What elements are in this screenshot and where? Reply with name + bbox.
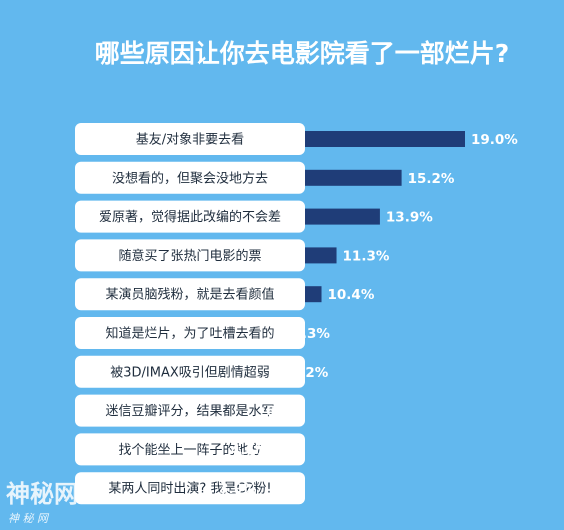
value-label: 8.3% bbox=[292, 326, 330, 342]
watermark-main: 神秘网 bbox=[6, 480, 78, 508]
category-label: 迷信豆瓣评分，结果都是水军 bbox=[105, 404, 274, 419]
category-label-box bbox=[75, 355, 305, 388]
chart-title: 哪些原因让你去电影院看了一部烂片? bbox=[95, 39, 510, 68]
chart-row: 基友/对象非要去看 19.0% bbox=[75, 123, 518, 155]
category-label: 找个能坐上一阵子的地方 bbox=[118, 442, 261, 458]
category-label: 爱原著，觉得据此改编的不会差 bbox=[99, 209, 281, 225]
chart-row: 某演员脑残粉，就是去看颜值 10.4% bbox=[75, 278, 375, 311]
category-label-box bbox=[75, 123, 305, 155]
category-label: 被3D/IMAX吸引但剧情超弱 bbox=[110, 365, 270, 380]
value-label: 8.2% bbox=[291, 365, 329, 381]
category-label: 没想看的，但聚会没地方去 bbox=[112, 170, 268, 186]
chart-row: 被3D/IMAX吸引但剧情超弱 8.2% bbox=[75, 355, 329, 388]
chart-rows: 基友/对象非要去看 19.0% 没想看的，但聚会没地方去 15.2% 爱原著，觉得据此改… bbox=[75, 123, 518, 505]
value-label: 3.9% bbox=[219, 481, 257, 497]
value-label: 6.7% bbox=[266, 404, 304, 420]
chart-row: 某两人同时出演? 我是CP粉!3.9% bbox=[75, 472, 305, 505]
chart-row: 知道是烂片，为了吐槽去看的 8.3% bbox=[75, 317, 330, 349]
category-label: 某演员脑残粉，就是去看颜值 bbox=[105, 287, 274, 303]
category-label: 某两人同时出演? 我是CP粉! bbox=[108, 481, 271, 497]
category-label-box bbox=[75, 239, 305, 272]
category-label-box bbox=[75, 278, 305, 311]
category-label-box bbox=[75, 433, 305, 466]
category-label-box bbox=[75, 317, 305, 349]
category-label-box bbox=[75, 161, 305, 194]
value-label: 10.4% bbox=[328, 287, 375, 303]
category-label-box bbox=[75, 200, 305, 233]
value-label: 13.9% bbox=[386, 210, 433, 226]
category-label: 基友/对象非要去看 bbox=[136, 132, 244, 148]
category-label-box bbox=[75, 472, 305, 505]
category-label: 知道是烂片，为了吐槽去看的 bbox=[105, 326, 274, 342]
value-label: 11.3% bbox=[343, 248, 390, 264]
watermark: 神秘网 神 秘 网 bbox=[6, 480, 78, 525]
category-label: 随意买了张热门电影的票 bbox=[118, 248, 261, 264]
category-label-box bbox=[75, 394, 305, 427]
chart-row: 爱原著，觉得据此改编的不会差 13.9% bbox=[75, 200, 433, 233]
chart-row: 随意买了张热门电影的票 11.3% bbox=[75, 239, 390, 272]
value-label: 19.0% bbox=[471, 132, 518, 148]
chart-row: 没想看的，但聚会没地方去 15.2% bbox=[75, 161, 455, 194]
value-label: 4.6% bbox=[231, 442, 269, 458]
watermark-sub: 神 秘 网 bbox=[8, 512, 50, 525]
value-label: 15.2% bbox=[408, 171, 455, 187]
